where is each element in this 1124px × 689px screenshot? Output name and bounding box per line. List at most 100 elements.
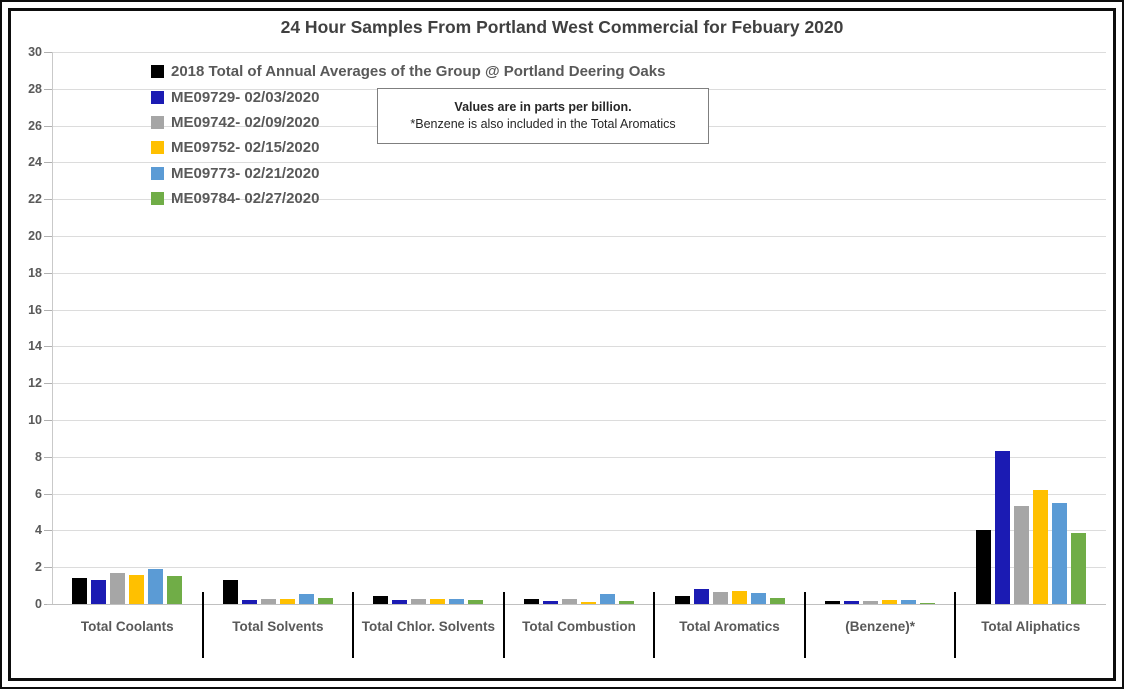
bar — [260, 599, 276, 604]
bar — [844, 601, 860, 604]
chart-title: 24 Hour Samples From Portland West Comme… — [280, 17, 844, 37]
bar — [1013, 506, 1029, 604]
y-tick-label-24: 24 — [28, 155, 42, 170]
legend-swatch-icon — [151, 90, 164, 104]
bar — [1051, 503, 1067, 604]
legend-swatch-icon — [151, 166, 164, 180]
annotation-units-note: Values are in parts per billion. — [454, 100, 632, 114]
category-label: Total Coolants — [80, 619, 174, 634]
bar — [392, 600, 408, 604]
bar — [430, 599, 446, 604]
category-divider — [653, 592, 656, 658]
bar — [693, 589, 709, 604]
y-tick-2 — [44, 567, 52, 569]
y-axis-line — [52, 52, 53, 604]
bar — [411, 599, 427, 604]
bar — [110, 573, 126, 604]
legend-label: ME09773- 02/21/2020 — [171, 164, 320, 182]
bar — [1070, 533, 1086, 604]
bar — [542, 601, 558, 604]
legend-item-1: 2018 Total of Annual Averages of the Gro… — [151, 59, 665, 84]
y-tick-label-4: 4 — [35, 523, 42, 538]
bar-group-1 — [52, 52, 203, 604]
bar — [769, 598, 785, 604]
category-label: Total Aromatics — [679, 619, 780, 634]
y-tick-label-8: 8 — [35, 449, 42, 464]
y-tick-12 — [44, 383, 52, 385]
bar — [373, 596, 389, 604]
legend-swatch-icon — [151, 192, 164, 206]
y-tick-28 — [44, 88, 52, 90]
legend-label: 2018 Total of Annual Averages of the Gro… — [171, 63, 666, 81]
bar — [599, 594, 615, 604]
y-tick-label-28: 28 — [28, 81, 42, 96]
gridline-8 — [52, 456, 1106, 458]
legend-item-3: ME09742- 02/09/2020 — [151, 110, 665, 135]
y-tick-label-2: 2 — [35, 560, 42, 575]
bar — [561, 599, 577, 604]
category-divider — [352, 592, 355, 658]
annotation-benzene-note: *Benzene is also included in the Total A… — [410, 117, 676, 131]
y-tick-4 — [44, 530, 52, 532]
category-label: Total Combustion — [522, 619, 636, 634]
y-tick-label-30: 30 — [28, 45, 42, 59]
bar — [279, 599, 295, 604]
category-label: Total Solvents — [232, 619, 324, 634]
legend-swatch-icon — [151, 141, 164, 155]
bar — [148, 569, 164, 604]
y-tick-20 — [44, 236, 52, 237]
y-tick-30 — [44, 52, 52, 53]
gridline-24 — [52, 162, 1106, 164]
gridline-12 — [52, 383, 1106, 385]
y-tick-label-0: 0 — [35, 597, 42, 611]
x-axis-line — [47, 604, 1106, 605]
category-divider — [803, 592, 806, 658]
bar — [468, 600, 484, 604]
legend: 2018 Total of Annual Averages of the Gro… — [151, 59, 665, 211]
bar — [317, 598, 333, 604]
legend-swatch-icon — [151, 65, 164, 79]
bar — [1032, 490, 1048, 604]
y-tick-label-26: 26 — [28, 118, 42, 133]
legend-label: ME09742- 02/09/2020 — [171, 113, 320, 131]
bar-group-2 — [203, 52, 354, 604]
legend-item-5: ME09773- 02/21/2020 — [151, 161, 665, 186]
bar — [580, 602, 596, 604]
y-tick-label-18: 18 — [28, 265, 42, 280]
bar — [298, 594, 314, 604]
bar — [222, 580, 238, 604]
category-label: (Benzene)* — [845, 619, 915, 634]
bar-group-6 — [805, 52, 956, 604]
category-divider — [201, 592, 204, 658]
bar — [731, 591, 747, 604]
y-tick-6 — [44, 493, 52, 495]
y-tick-label-16: 16 — [28, 302, 42, 317]
bar — [91, 580, 107, 604]
y-tick-26 — [44, 125, 52, 127]
bar-group-5 — [654, 52, 805, 604]
category-label: Total Chlor. Solvents — [361, 619, 496, 634]
legend-item-6: ME09784- 02/27/2020 — [151, 186, 665, 211]
bar — [825, 601, 841, 604]
y-tick-24 — [44, 162, 52, 164]
legend-label: ME09752- 02/15/2020 — [171, 139, 320, 157]
legend-item-2: ME09729- 02/03/2020 — [151, 84, 665, 109]
gridline-14 — [52, 346, 1106, 348]
y-tick-label-22: 22 — [28, 192, 42, 207]
gridline-18 — [52, 272, 1106, 274]
y-tick-18 — [44, 272, 52, 274]
category-divider — [502, 592, 505, 658]
bar — [994, 451, 1010, 604]
y-tick-label-10: 10 — [28, 413, 42, 427]
bar — [618, 601, 634, 604]
bar — [712, 592, 728, 604]
y-tick-22 — [44, 199, 52, 201]
category-divider — [954, 592, 957, 658]
bar — [750, 593, 766, 604]
annotation-box: Values are in parts per billion. *Benzen… — [377, 88, 709, 144]
bar — [882, 600, 898, 604]
gridline-22 — [52, 199, 1106, 201]
gridline-10 — [52, 420, 1106, 421]
bar — [241, 600, 257, 604]
